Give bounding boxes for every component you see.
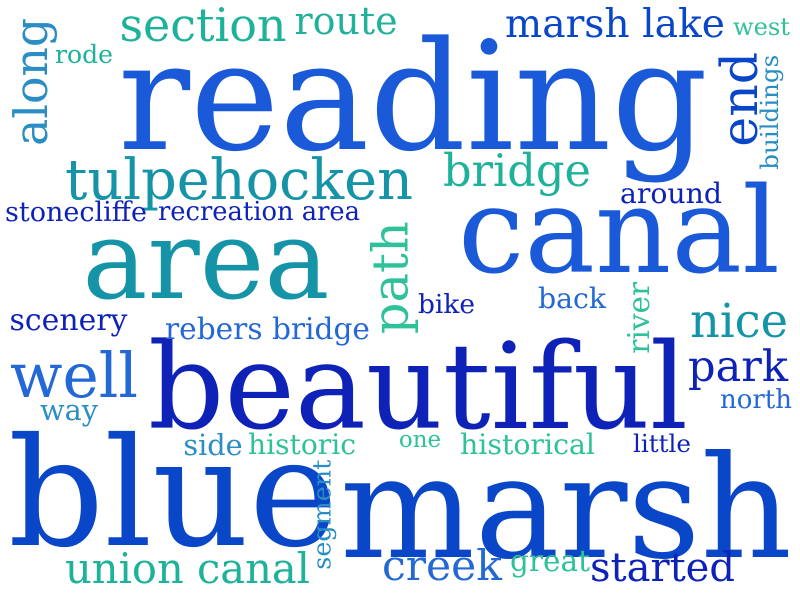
- word-segment: segment: [306, 460, 337, 570]
- word-tulpehocken: tulpehocken: [65, 148, 413, 214]
- word-historical: historical: [460, 428, 595, 462]
- word-well: well: [10, 341, 138, 413]
- word-nice: nice: [690, 293, 788, 348]
- word-park: park: [688, 342, 788, 393]
- word-great: great: [509, 544, 590, 579]
- word-stonecliffe: stonecliffe: [5, 197, 147, 229]
- word-bike: bike: [418, 288, 475, 320]
- word-rode: rode: [55, 40, 113, 70]
- word-canal: canal: [457, 162, 780, 301]
- word-river: river: [622, 281, 657, 354]
- word-back: back: [538, 281, 606, 315]
- word-buildings: buildings: [755, 55, 785, 170]
- word-beautiful: beautiful: [148, 317, 688, 457]
- word-marsh-lake: marsh lake: [505, 2, 725, 48]
- word-bridge: bridge: [442, 144, 592, 198]
- word-area: area: [82, 196, 330, 324]
- word-along: along: [5, 18, 59, 146]
- word-blue: blue: [8, 405, 338, 581]
- word-one: one: [398, 426, 442, 453]
- word-section: section: [119, 0, 287, 52]
- word-union-canal: union canal: [64, 544, 310, 594]
- word-marsh: marsh: [340, 424, 792, 591]
- word-side: side: [183, 428, 243, 463]
- word-around: around: [620, 176, 722, 210]
- word-path: path: [361, 221, 420, 335]
- word-route: route: [294, 0, 398, 43]
- word-started: started: [590, 544, 735, 591]
- word-rebers-bridge: rebers bridge: [165, 311, 370, 346]
- word-scenery: scenery: [9, 303, 128, 339]
- word-reading: reading: [118, 9, 708, 186]
- word-north: north: [720, 385, 792, 415]
- word-west: west: [733, 12, 790, 41]
- word-creek: creek: [382, 541, 502, 591]
- word-historic: historic: [248, 428, 356, 462]
- word-way: way: [40, 393, 98, 428]
- word-recreation-area: recreation area: [158, 197, 360, 228]
- word-little: little: [633, 428, 691, 458]
